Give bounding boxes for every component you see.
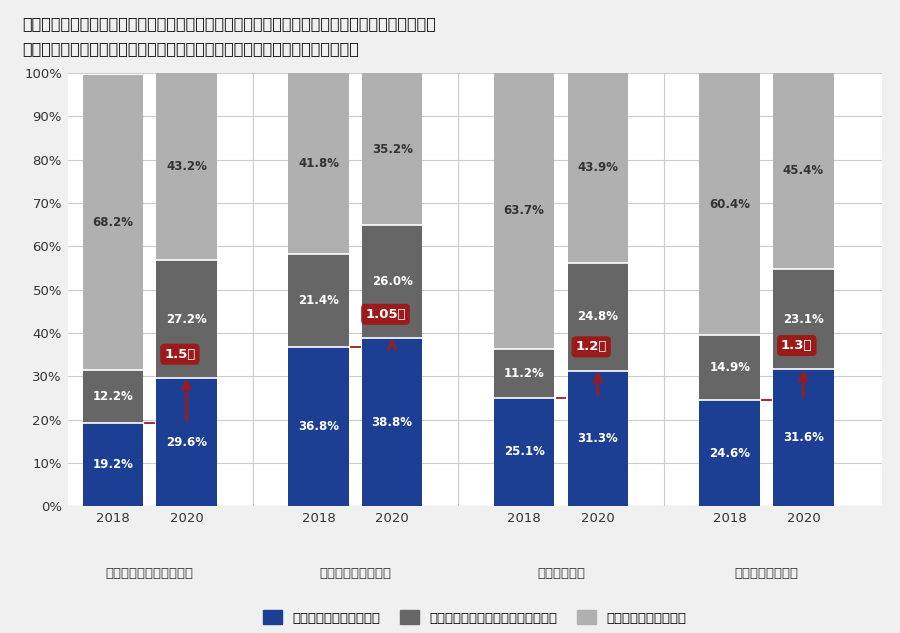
Text: 43.9%: 43.9% — [577, 161, 618, 175]
Bar — [494, 73, 554, 349]
Bar — [362, 338, 422, 506]
Text: ブランドセーフティ: ブランドセーフティ — [320, 567, 392, 580]
Text: 1.5倍: 1.5倍 — [164, 348, 195, 361]
Text: ビューアビリティ: ビューアビリティ — [734, 567, 798, 580]
Text: 68.2%: 68.2% — [93, 216, 133, 229]
Text: 1.3倍: 1.3倍 — [781, 339, 813, 352]
Text: 41.8%: 41.8% — [298, 157, 339, 170]
Text: 27.2%: 27.2% — [166, 313, 207, 325]
Bar — [288, 73, 348, 254]
Bar — [568, 73, 628, 263]
Bar — [362, 225, 422, 338]
Text: 1.05倍: 1.05倍 — [365, 308, 406, 321]
Bar — [157, 378, 217, 506]
Text: 60.4%: 60.4% — [709, 197, 751, 211]
Text: 36.8%: 36.8% — [298, 420, 339, 433]
Text: 26.0%: 26.0% — [372, 275, 412, 288]
Bar — [362, 73, 422, 225]
Bar — [157, 73, 217, 260]
Text: アドフラウド: アドフラウド — [537, 567, 585, 580]
Text: 25.1%: 25.1% — [504, 446, 544, 458]
Bar — [773, 72, 833, 269]
Text: 63.7%: 63.7% — [504, 204, 544, 217]
Text: 43.2%: 43.2% — [166, 160, 207, 173]
Bar — [568, 371, 628, 506]
Text: 11.2%: 11.2% — [504, 367, 544, 380]
Text: 45.4%: 45.4% — [783, 165, 824, 177]
Text: 1.2倍: 1.2倍 — [575, 341, 607, 353]
Bar — [494, 398, 554, 506]
Bar — [773, 269, 833, 370]
Bar — [699, 399, 760, 506]
Text: 21.4%: 21.4% — [298, 294, 339, 307]
Text: 「アドフラウド」「ビューアビリティ」といったキーワードをご存知ですか？: 「アドフラウド」「ビューアビリティ」といったキーワードをご存知ですか？ — [22, 41, 359, 56]
Text: 31.6%: 31.6% — [783, 432, 824, 444]
Bar — [83, 75, 143, 370]
Text: アドベリフィケーション: アドベリフィケーション — [105, 567, 194, 580]
Bar — [83, 423, 143, 506]
Text: 29.6%: 29.6% — [166, 436, 207, 449]
Text: 19.2%: 19.2% — [93, 458, 133, 472]
Bar — [773, 370, 833, 506]
Bar — [494, 349, 554, 398]
Bar — [699, 335, 760, 399]
Text: あなたは、デジタル広告配信における「アドベリフィケーション」や、「ブランドセーフティ」: あなたは、デジタル広告配信における「アドベリフィケーション」や、「ブランドセーフ… — [22, 16, 436, 31]
Text: 23.1%: 23.1% — [783, 313, 824, 326]
Text: 38.8%: 38.8% — [372, 416, 412, 429]
Bar — [699, 73, 760, 335]
Bar — [83, 370, 143, 423]
Bar — [568, 263, 628, 371]
Text: 31.3%: 31.3% — [578, 432, 618, 445]
Text: 35.2%: 35.2% — [372, 142, 412, 156]
Text: 24.6%: 24.6% — [709, 446, 751, 460]
Text: 14.9%: 14.9% — [709, 361, 751, 374]
Text: 12.2%: 12.2% — [93, 390, 133, 403]
Text: 24.8%: 24.8% — [577, 310, 618, 323]
Bar — [288, 254, 348, 347]
Bar — [157, 260, 217, 378]
Bar — [288, 347, 348, 506]
Legend: 名称も内容も知っている, 名称は知っているが内容は知らない, 名称も内容も知らない: 名称も内容も知っている, 名称は知っているが内容は知らない, 名称も内容も知らな… — [258, 605, 691, 630]
